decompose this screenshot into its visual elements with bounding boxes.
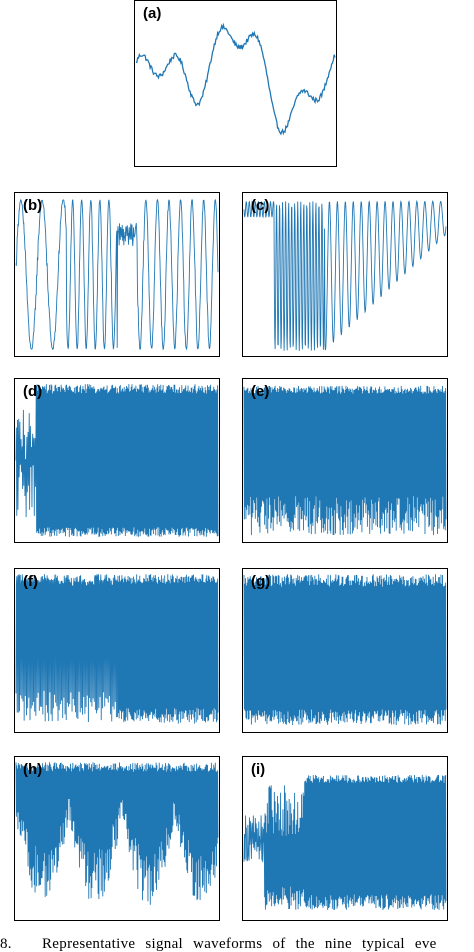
chart-panel-d: (d) [14, 378, 220, 543]
panel-label-i: (i) [251, 761, 266, 778]
waveform-series-f [15, 573, 219, 724]
chart-i-plot [243, 774, 447, 911]
waveform-series-i [243, 774, 447, 911]
chart-panel-h: (h) [14, 756, 220, 921]
waveform-series-h [15, 762, 219, 905]
panel-label-e: (e) [251, 383, 270, 400]
chart-f-plot [15, 573, 219, 724]
panel-label-g: (g) [251, 573, 271, 590]
chart-panel-f: (f) [14, 568, 220, 733]
panel-label-d: (d) [23, 383, 43, 400]
panel-label-c: (c) [251, 197, 270, 214]
waveform-series-c [243, 199, 447, 351]
chart-panel-b: (b) [14, 192, 220, 357]
caption-figure-number: 8. [0, 936, 12, 952]
panel-label-h: (h) [23, 761, 43, 778]
chart-c-plot [243, 199, 447, 351]
caption-text: Representative signal waveforms of the n… [42, 936, 437, 952]
chart-panel-e: (e) [242, 378, 448, 543]
chart-h-plot [15, 762, 219, 905]
chart-panel-a: (a) [134, 0, 337, 167]
chart-a-plot [135, 22, 336, 136]
waveform-series-g [243, 574, 447, 726]
panel-label-f: (f) [23, 573, 38, 590]
waveform-series-b [15, 198, 219, 351]
chart-d-plot [15, 384, 219, 537]
chart-b-plot [15, 198, 219, 351]
chart-panel-c: (c) [242, 192, 448, 357]
chart-e-plot [243, 385, 447, 536]
panel-label-b: (b) [23, 197, 43, 214]
chart-panel-i: (i) [242, 756, 448, 921]
waveform-series-a [135, 22, 336, 136]
panel-label-a: (a) [143, 5, 162, 22]
waveform-series-d [15, 384, 219, 537]
figure-caption: 8. Representative signal waveforms of the… [0, 936, 474, 952]
chart-panel-g: (g) [242, 568, 448, 733]
chart-g-plot [243, 574, 447, 726]
waveform-series-e [243, 385, 447, 536]
